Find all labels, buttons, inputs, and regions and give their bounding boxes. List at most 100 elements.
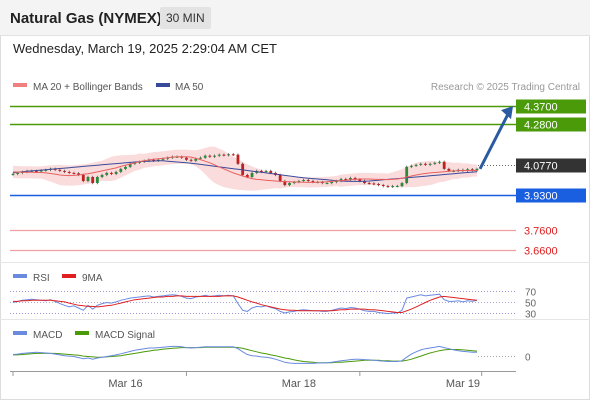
candle-body [63,170,66,172]
candle-body [119,168,123,172]
macd-legend-label: MACD [33,330,62,341]
chart-datetime: Wednesday, March 19, 2025 2:29:04 AM CET [13,41,277,56]
candle-body [95,176,99,184]
macd-signal-legend-label: MACD Signal [95,330,155,341]
candle-body [438,161,441,163]
level-label-bg [516,117,586,132]
projection-arrow-head [501,106,513,120]
candle-body [35,170,38,172]
current-price-label: 4.0770 [524,161,558,173]
candle-body [39,170,43,172]
candle-body [166,157,170,159]
candle-body [302,180,305,182]
ma20-legend-label: MA 20 + Bollinger Bands [33,82,143,93]
candle-body [400,183,404,187]
candle-body [124,166,127,169]
candle-body [114,171,118,174]
candle-body [189,159,193,161]
candle-body [447,168,451,171]
candle-body [292,182,296,184]
rsi-tick-label: 50 [525,299,537,310]
candle-body [156,159,160,161]
candle-body [283,181,287,186]
rsi-tick-label: 70 [525,287,537,298]
candle-body [208,155,212,157]
candle-body [217,154,221,156]
candle-body [91,176,95,184]
candle-body [320,182,324,184]
macd-signal-legend-swatch [75,331,89,335]
candle-body [245,174,249,177]
instrument-title: Natural Gas (NYMEX) [10,10,162,27]
candle-body [100,174,104,177]
rsi-ma-legend-label: 9MA [82,273,103,284]
rsi-legend-swatch [13,274,27,278]
candle-body [203,155,207,158]
ma50-legend-swatch [156,83,170,87]
macd-tick-label: 0 [525,352,531,363]
candle-body [278,174,282,182]
x-tick-label: Mar 19 [446,378,480,390]
candle-body [475,168,479,171]
rsi-ma-line [13,295,478,313]
level-label-bg [516,99,586,114]
candle-body [367,183,371,185]
candle-body [330,182,334,184]
macd-legend-swatch [13,331,27,335]
level-label: 3.7600 [524,226,558,238]
candle-body [288,183,291,186]
candle-body [269,170,273,173]
candle-body [264,170,268,172]
x-tick-label: Mar 16 [108,378,142,390]
level-label: 4.2800 [524,120,558,132]
candle-body [175,156,179,158]
candle-body [222,154,226,156]
rsi-ma-legend-swatch [62,274,76,278]
timeframe-badge[interactable]: 30 MIN [160,7,211,29]
candle-body [405,166,409,184]
candle-body [349,177,352,181]
candle-body [236,154,240,164]
level-label-bg [516,188,586,203]
candle-body [325,183,329,185]
candle-body [152,159,156,161]
candle-body [44,169,48,171]
candle-body [231,154,235,156]
candle-body [377,184,380,186]
level-label: 3.9300 [524,191,558,203]
candle-body [344,179,348,181]
candle-body [409,165,413,167]
candle-body [391,186,395,188]
credit-text: Research © 2025 Trading Central [431,82,580,93]
candle-body [128,163,132,167]
candle-body [381,185,385,187]
candle-body [433,162,437,164]
rsi-legend-label: RSI [33,273,50,284]
candle-body [161,158,165,160]
candle-body [67,171,71,173]
ma20-legend-swatch [13,83,27,87]
candle-body [419,163,423,165]
candle-body [72,172,76,174]
candle-body [185,157,188,160]
candle-body [339,179,343,182]
candle-body [260,170,263,172]
candle-body [363,181,366,184]
candle-body [353,177,357,180]
candle-body [424,163,427,165]
candle-body [138,161,141,163]
level-label: 3.6600 [524,246,558,258]
candle-body [11,173,15,175]
candle-body [105,172,109,175]
ma20-line [12,156,477,183]
candle-body [110,172,113,174]
candle-body [58,169,62,171]
candle-body [180,156,184,158]
rsi-line [12,293,478,315]
macd-signal-line [13,346,478,364]
candle-body [199,157,202,159]
rsi-tick-label: 30 [525,310,537,321]
candle-body [81,174,85,182]
header-bar: Natural Gas (NYMEX) 30 MIN [0,0,590,36]
current-price-label-bg [516,158,586,173]
